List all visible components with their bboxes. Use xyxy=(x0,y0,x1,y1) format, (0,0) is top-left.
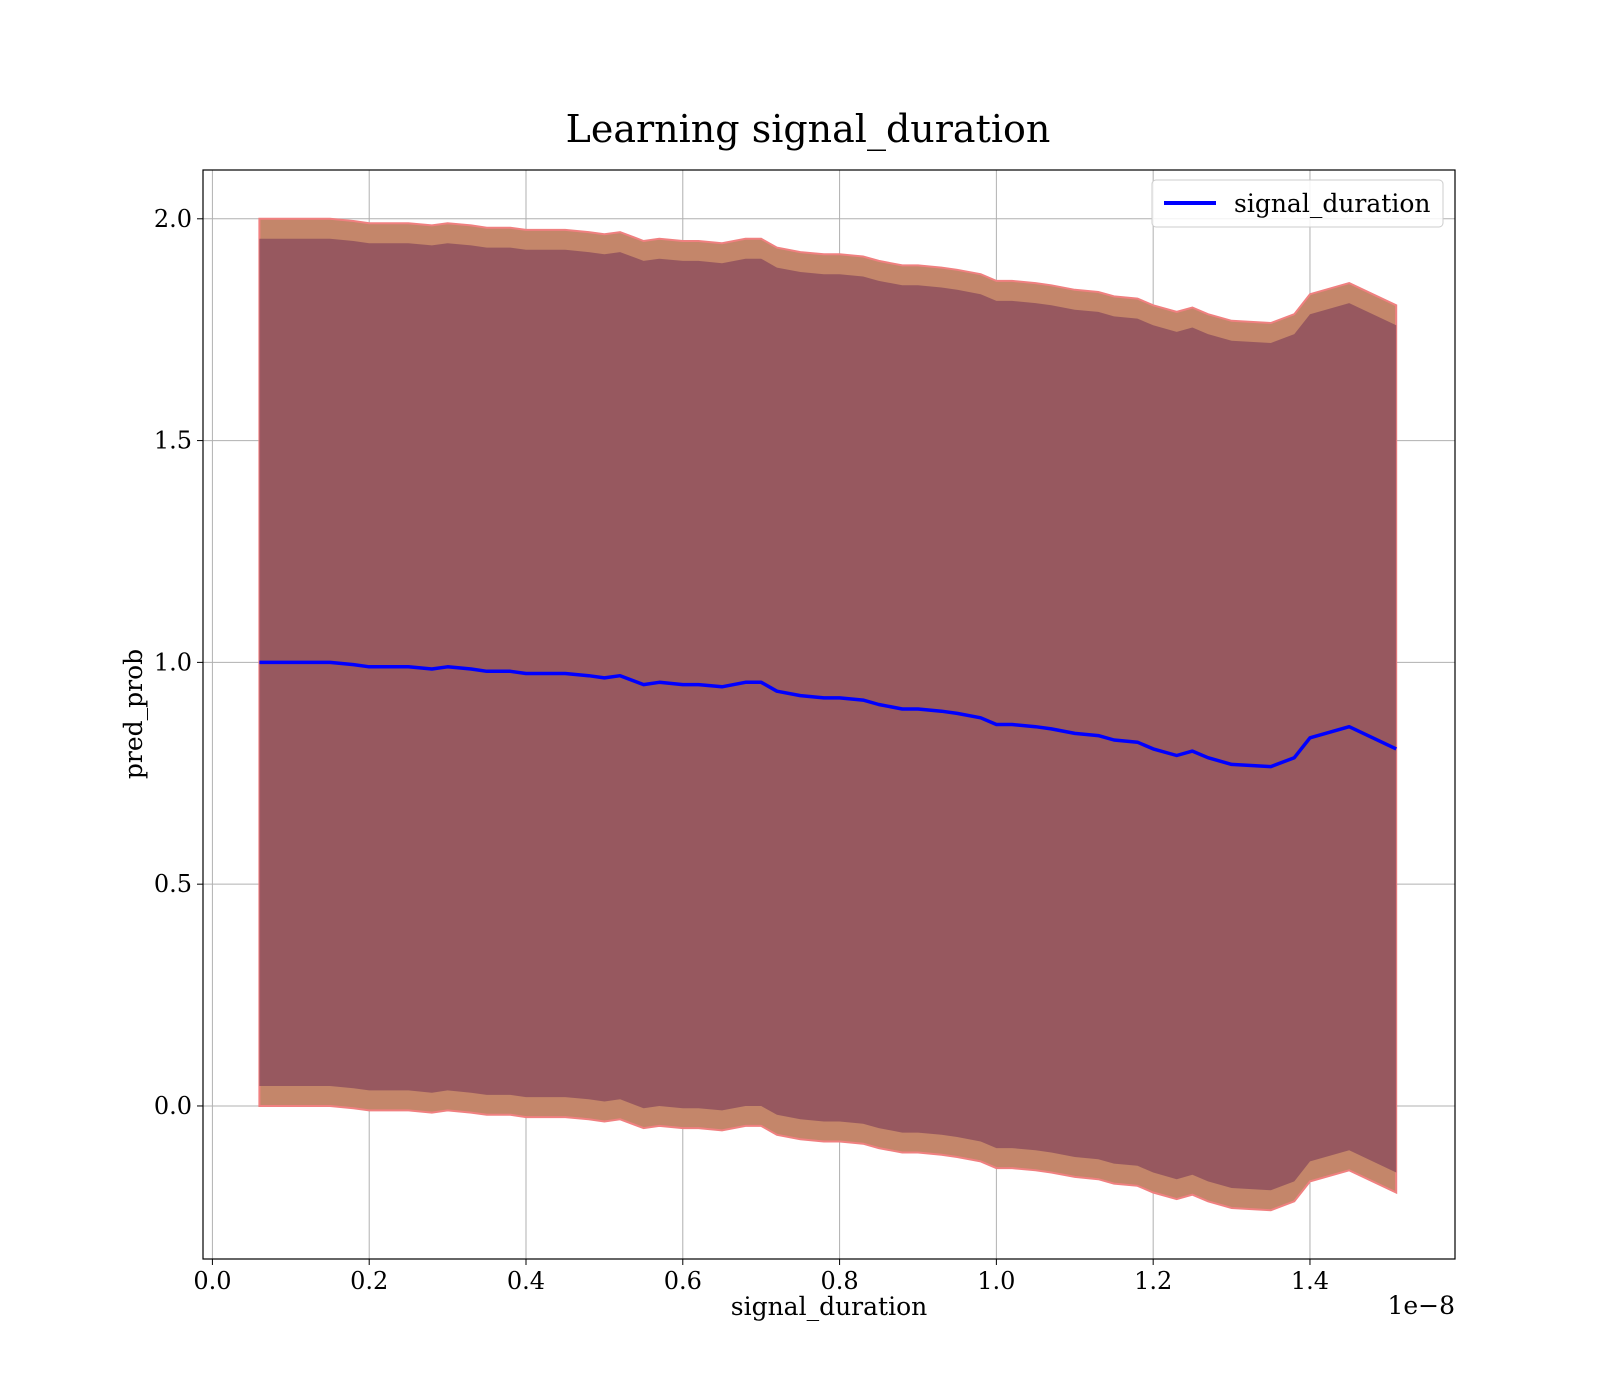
x-tick-label: 1.4 xyxy=(1291,1267,1329,1295)
legend-label: signal_duration xyxy=(1234,189,1430,218)
x-ticks: 0.0 0.2 0.4 0.6 0.8 1.0 1.2 1.4 xyxy=(193,1259,1329,1295)
x-offset-label: 1e−8 xyxy=(1387,1291,1455,1320)
y-tick-label: 0.5 xyxy=(154,870,192,898)
y-tick-label: 1.5 xyxy=(154,427,192,455)
x-tick-label: 0.8 xyxy=(820,1267,858,1295)
inner-confidence-band xyxy=(259,238,1397,1191)
y-axis-label: pred_prob xyxy=(119,649,148,779)
legend: signal_duration xyxy=(1151,179,1444,228)
x-tick-label: 0.0 xyxy=(193,1267,231,1295)
x-tick-label: 0.2 xyxy=(350,1267,388,1295)
bands xyxy=(258,217,1398,1212)
series-line-signal-duration xyxy=(259,660,1397,769)
legend-box xyxy=(1151,179,1444,228)
y-tick-label: 0.0 xyxy=(154,1092,192,1120)
y-tick-label: 2.0 xyxy=(154,205,192,233)
plot-frame xyxy=(202,169,1456,1260)
series xyxy=(259,660,1397,769)
y-tick-label: 1.0 xyxy=(154,648,192,676)
x-tick-label: 0.6 xyxy=(664,1267,702,1295)
x-tick-label: 1.0 xyxy=(977,1267,1015,1295)
y-ticks: 0.0 0.5 1.0 1.5 2.0 xyxy=(154,205,203,1120)
x-tick-label: 1.2 xyxy=(1134,1267,1172,1295)
x-axis-label: signal_duration xyxy=(731,1292,927,1321)
chart-title: Learning signal_duration xyxy=(566,107,1051,152)
x-tick-label: 0.4 xyxy=(507,1267,545,1295)
